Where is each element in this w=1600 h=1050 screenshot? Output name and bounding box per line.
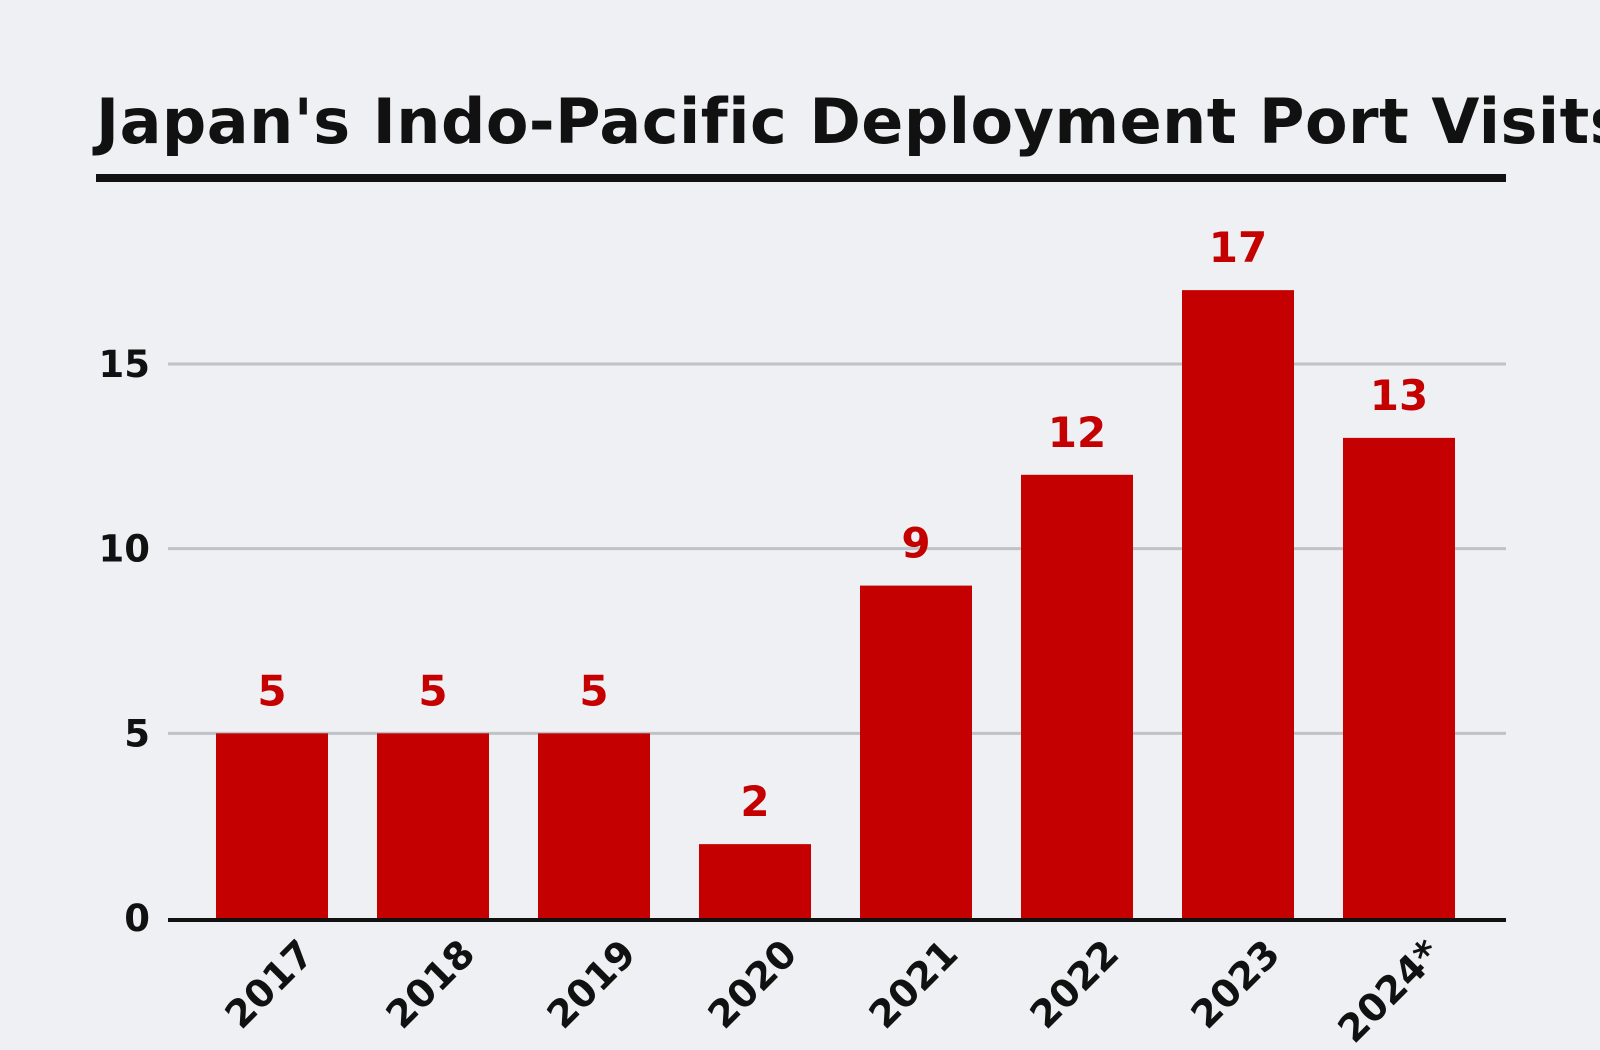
x-tick-label-2020: 2020 <box>699 931 805 1037</box>
bar-2019 <box>538 733 650 918</box>
bar-2023 <box>1182 290 1294 919</box>
data-label-2017: 5 <box>257 666 286 715</box>
x-tick-label-2023: 2023 <box>1182 931 1288 1037</box>
x-tick-label-2021: 2021 <box>860 931 966 1037</box>
y-tick-label-15: 15 <box>99 343 151 386</box>
data-label-2019: 5 <box>579 666 608 715</box>
bar-2021 <box>860 585 972 918</box>
x-tick-label-2017: 2017 <box>216 931 322 1037</box>
bar-2022 <box>1021 474 1133 918</box>
y-tick-label-0: 0 <box>124 897 150 940</box>
y-tick-label-5: 5 <box>124 712 150 755</box>
bar-2018 <box>377 733 489 918</box>
title-underline <box>96 174 1506 182</box>
data-label-2022: 12 <box>1048 408 1106 457</box>
x-tick-label-2019: 2019 <box>538 931 644 1037</box>
bar-2020 <box>699 844 811 918</box>
data-label-2023: 17 <box>1209 223 1267 272</box>
data-label-2018: 5 <box>418 666 447 715</box>
data-label-2024*: 13 <box>1370 371 1428 420</box>
y-tick-label-10: 10 <box>99 528 151 571</box>
x-tick-label-2018: 2018 <box>377 931 483 1037</box>
data-label-2020: 2 <box>740 777 769 826</box>
bar-2017 <box>216 733 328 918</box>
chart-title: Japan's Indo-Pacific Deployment Port Vis… <box>96 85 1600 158</box>
data-label-2021: 9 <box>901 519 930 568</box>
bar-2024* <box>1343 437 1455 918</box>
x-tick-label-2024*: 2024* <box>1329 931 1449 1050</box>
x-tick-label-2022: 2022 <box>1021 931 1127 1037</box>
